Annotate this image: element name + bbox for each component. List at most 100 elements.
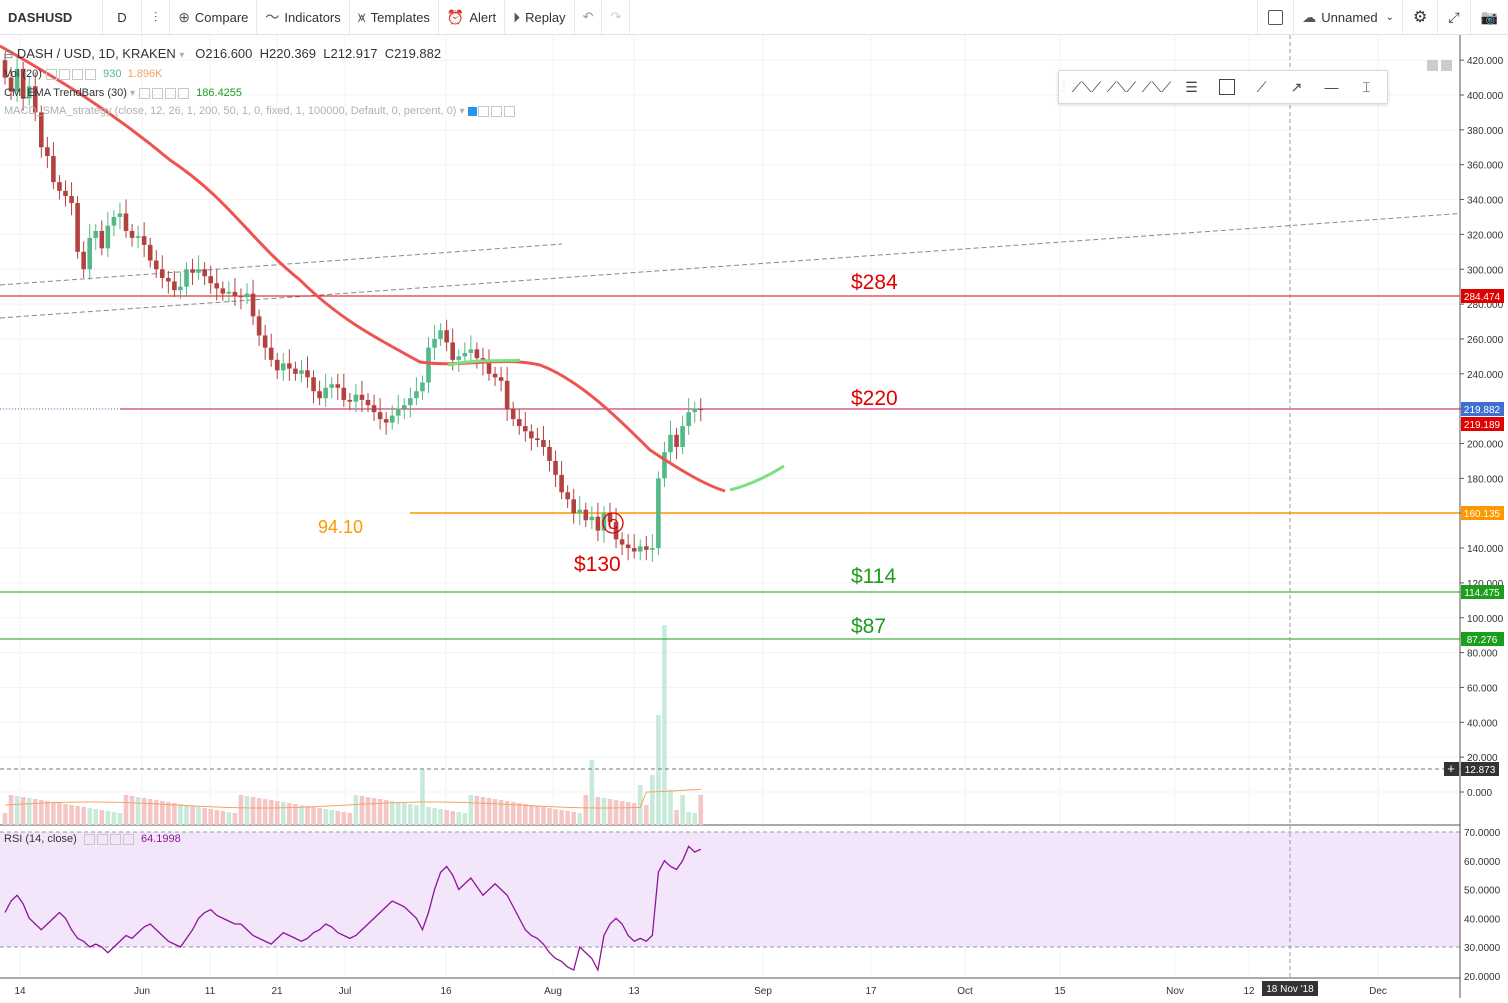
candlesticks[interactable] [2,53,704,562]
fullscreen-button[interactable]: ⤢ [1437,0,1469,34]
candle-body[interactable] [347,399,353,402]
candle-body[interactable] [2,60,8,78]
candle-body[interactable] [153,260,159,270]
candle-body[interactable] [583,509,589,521]
pane-up-button[interactable] [1427,60,1438,71]
candle-body[interactable] [498,377,504,381]
ema-eye-icon[interactable] [152,87,164,99]
candle-body[interactable] [486,363,492,374]
rsi-label[interactable]: RSI (14, close) [4,833,77,845]
candle-body[interactable] [281,363,286,371]
redo-button[interactable]: ↷ [602,0,631,34]
ema-label[interactable]: CM_EMA TrendBars (30) [4,87,127,99]
candle-body[interactable] [147,244,153,261]
candle-body[interactable] [196,269,201,273]
candle-body[interactable] [468,349,474,353]
undo-button[interactable]: ↶ [575,0,603,34]
strategy-settings-icon[interactable] [477,105,489,117]
vol-settings-icon[interactable] [45,68,57,80]
candle-body[interactable] [504,380,510,409]
ema-close-icon[interactable] [178,87,190,99]
candle-body[interactable] [565,492,570,500]
candle-body[interactable] [238,295,244,298]
candle-body[interactable] [674,434,679,447]
candle-body[interactable] [577,509,583,514]
candle-body[interactable] [631,548,637,552]
candle-body[interactable] [438,330,443,339]
candle-body[interactable] [87,237,92,270]
candle-body[interactable] [166,277,171,282]
candle-body[interactable] [335,384,341,388]
vol-format-icon[interactable] [71,68,83,80]
alert-button[interactable]: ⏰ Alert [439,0,506,34]
candle-body[interactable] [226,291,232,294]
candle-body[interactable] [450,342,455,360]
pane-down-button[interactable] [1441,60,1452,71]
rsi-format-icon[interactable] [109,833,121,845]
fib-retracement-tool[interactable]: ☰ [1174,71,1209,103]
candle-body[interactable] [353,394,359,402]
candle-body[interactable] [365,399,371,406]
candle-body[interactable] [117,213,123,217]
candle-body[interactable] [650,548,655,550]
grip-icon[interactable]: ⋮⋮ [1059,81,1079,93]
price-chart-svg[interactable]: $284 $220 $130 94.10 $114 $87 C 420.000 4… [0,35,1508,998]
candle-body[interactable] [414,391,419,399]
candle-body[interactable] [619,539,625,545]
candle-body[interactable] [692,408,697,413]
candle-body[interactable] [456,356,462,360]
candle-body[interactable] [256,316,262,336]
candle-body[interactable] [595,516,601,531]
candle-body[interactable] [571,499,576,514]
candle-body[interactable] [184,269,189,287]
candle-body[interactable] [160,269,165,278]
candle-body[interactable] [317,391,322,399]
candle-body[interactable] [311,377,316,392]
elliott-correction-tool[interactable]: ⟋⟍⟋ [1139,71,1174,103]
candle-body[interactable] [274,359,280,371]
candle-body[interactable] [383,419,389,423]
elliott-impulse-tool[interactable]: ⟋⟍⟋ [1069,71,1104,103]
candle-body[interactable] [208,276,213,284]
vol-label[interactable]: Vol (20) [4,68,42,80]
candle-body[interactable] [32,86,38,113]
candle-body[interactable] [656,478,661,549]
screenshot-button[interactable]: 📷 [1469,0,1508,34]
candle-body[interactable] [81,251,86,270]
chevron-down-icon[interactable]: ▾ [459,106,465,117]
trendline-long[interactable] [0,209,1508,319]
candle-body[interactable] [395,408,401,416]
label-r130[interactable]: $130 [574,553,621,576]
time-axis-labels[interactable]: 14 Jun 11 21 Jul 16 Aug 13 Sep 17 Oct 15 Nov 12 Dec [14,986,1386,997]
candle-body[interactable] [444,330,449,343]
candle-body[interactable] [432,338,437,348]
candle-body[interactable] [420,382,425,392]
candle-body[interactable] [535,438,540,441]
candle-body[interactable] [262,335,268,348]
symbol-search[interactable]: DASHUSD [0,0,104,34]
label-fib[interactable]: 94.10 [318,517,363,537]
compare-button[interactable]: ⊕ Compare [170,0,258,34]
candle-body[interactable] [607,513,613,522]
candle-body[interactable] [541,440,546,447]
label-s114[interactable]: $114 [851,565,896,588]
layout-name-button[interactable]: ☁ Unnamed ⌄ [1293,0,1402,34]
replay-button[interactable]: ⏵ Replay [505,0,575,34]
indicators-button[interactable]: 〜 Indicators [257,0,350,34]
strategy-format-icon[interactable] [490,105,502,117]
bar-style-button[interactable]: ⫶ [142,0,171,34]
candle-body[interactable] [408,398,413,406]
candle-body[interactable] [462,352,468,357]
candle-body[interactable] [523,426,528,432]
strategy-close-icon[interactable] [503,105,515,117]
candle-body[interactable] [190,269,195,273]
candle-body[interactable] [601,513,607,531]
candle-body[interactable] [26,86,32,99]
trend-line-tool[interactable]: ⟋ [1244,71,1279,103]
candle-body[interactable] [698,408,704,411]
c-marker-circle[interactable] [602,512,624,534]
candle-body[interactable] [329,384,334,388]
candle-body[interactable] [220,288,226,294]
candle-body[interactable] [637,546,643,552]
arrow-tool[interactable]: ↗ [1279,71,1314,103]
